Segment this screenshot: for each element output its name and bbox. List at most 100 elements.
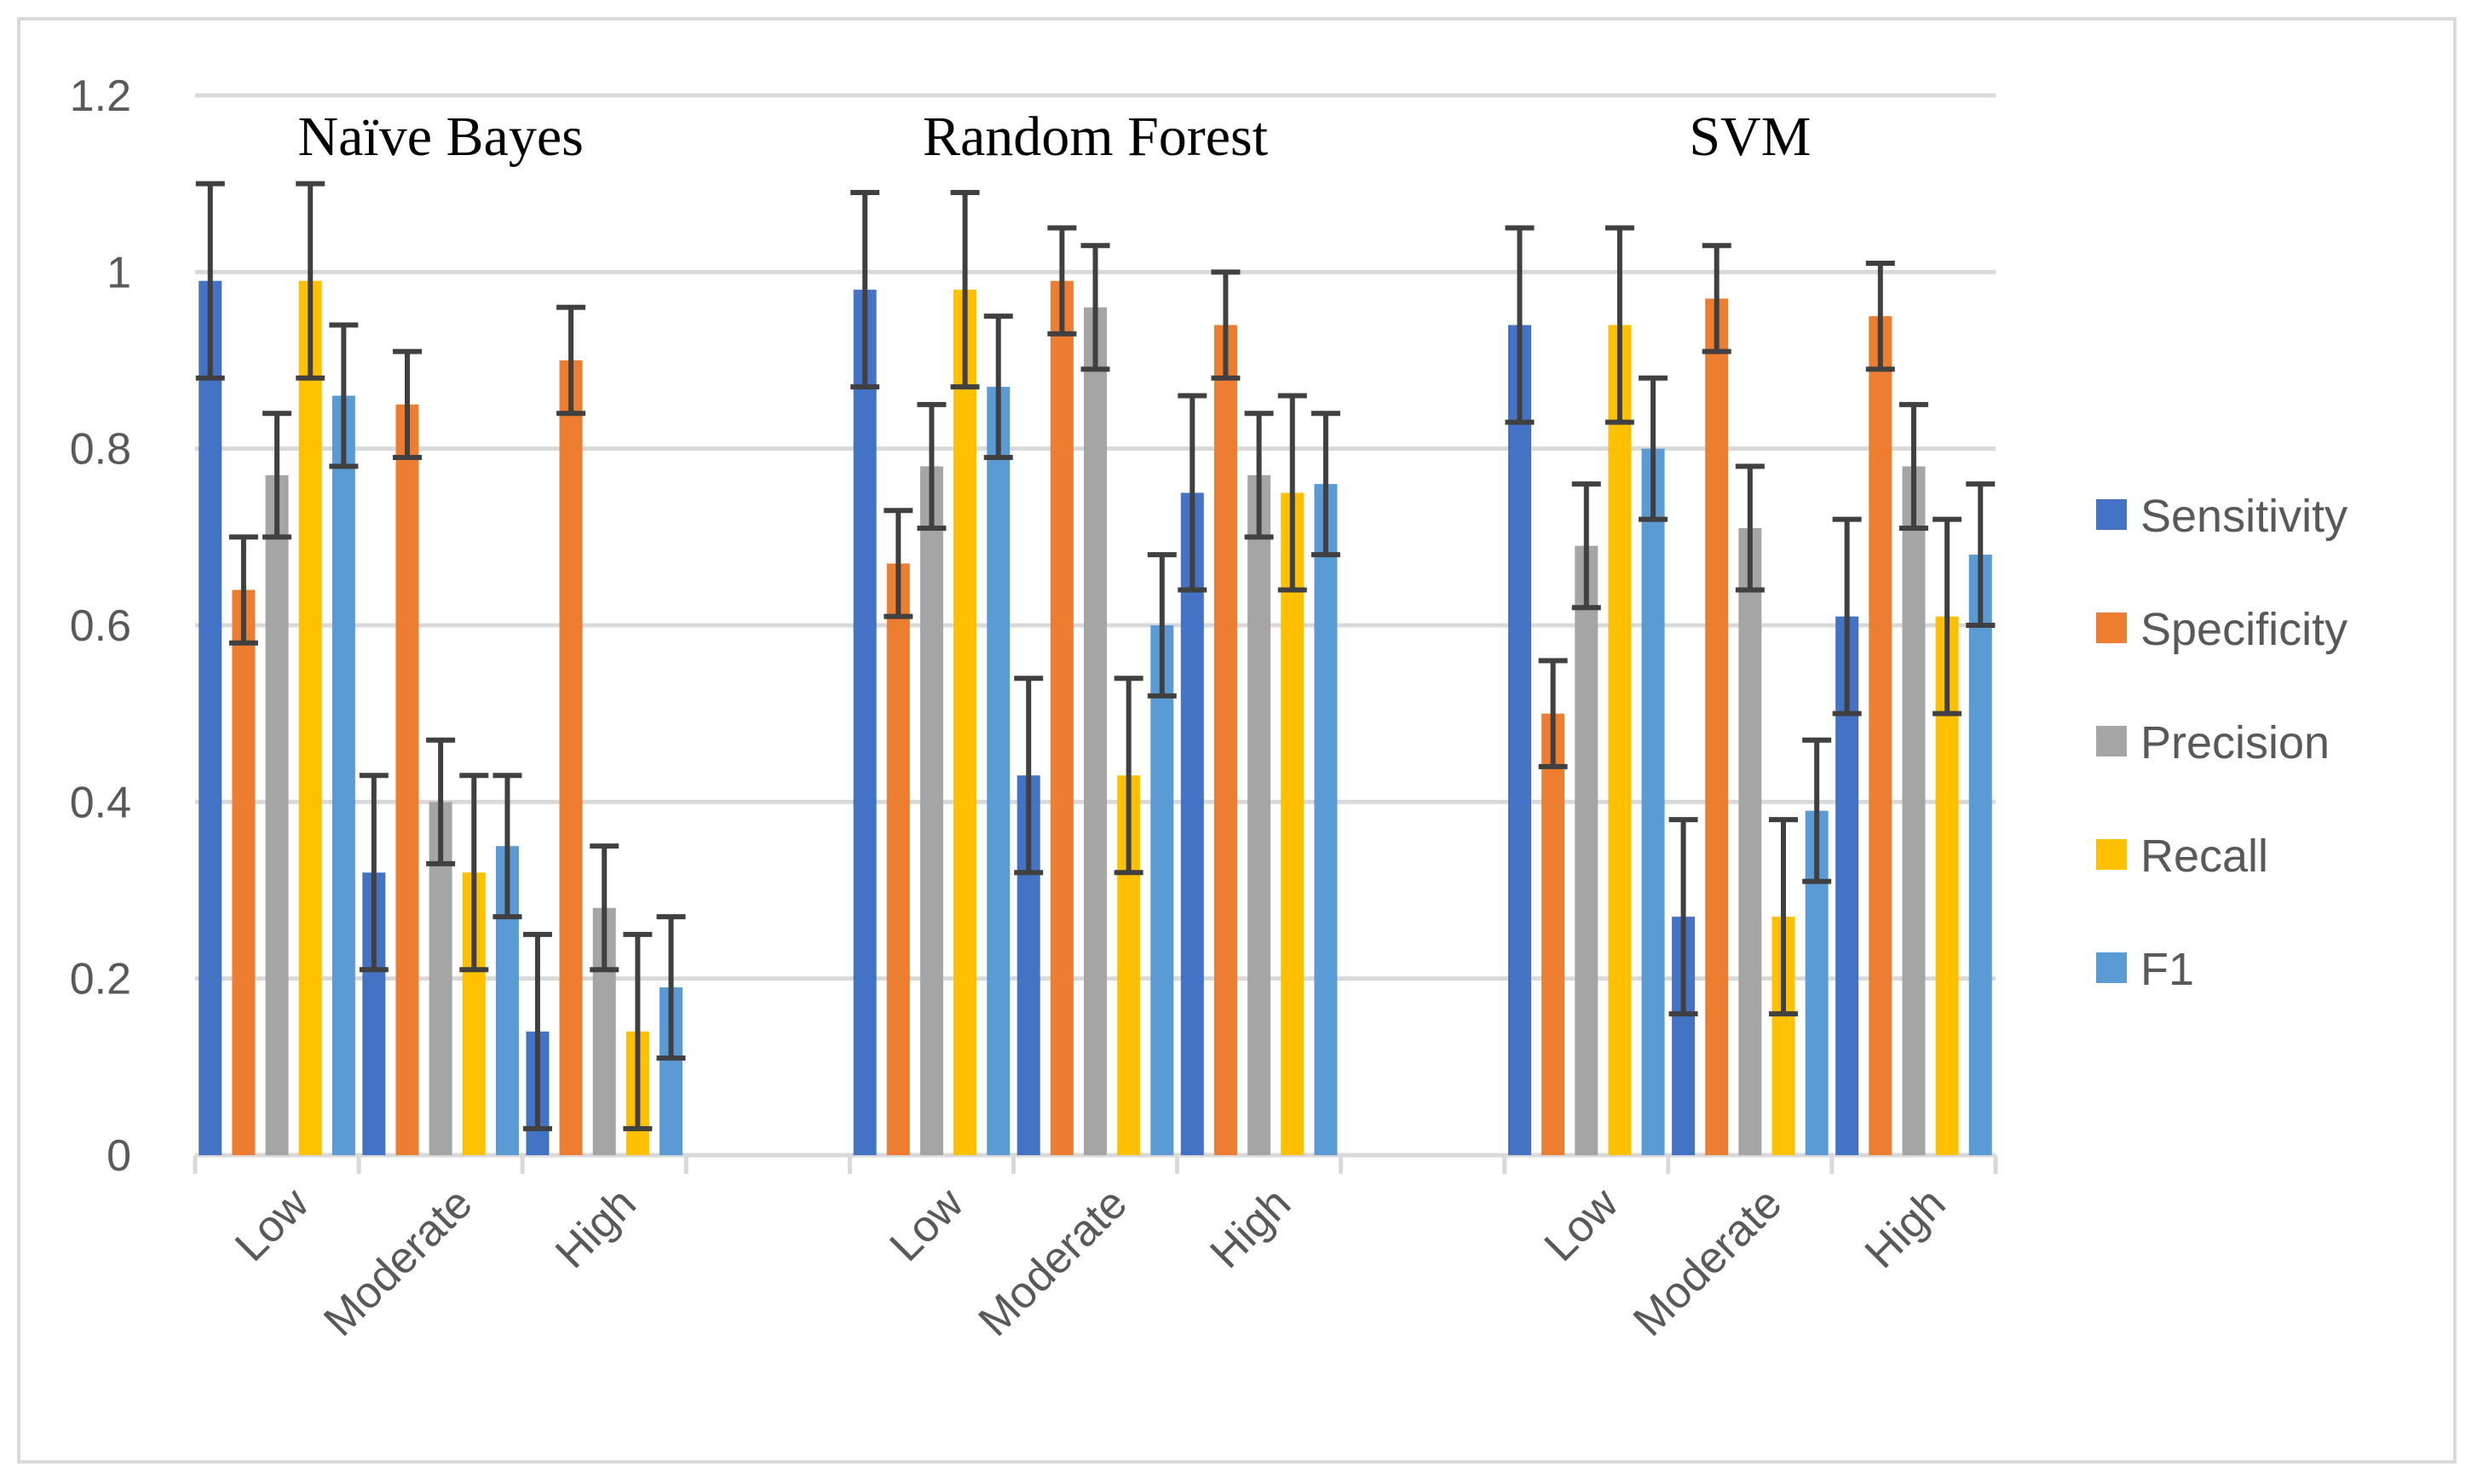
legend-label: Precision <box>2140 717 2330 768</box>
error-bar <box>1538 658 1568 769</box>
bar-f1 <box>1150 625 1174 1155</box>
bar-f1 <box>1314 484 1338 1155</box>
legend-label: Recall <box>2140 831 2268 882</box>
bar-f1 <box>1968 555 1992 1155</box>
bar-sensitivity <box>1180 492 1204 1155</box>
error-bar <box>1933 516 1962 716</box>
error-bar <box>1114 676 1143 876</box>
error-bar <box>656 914 686 1061</box>
x-category-label: High <box>1856 1178 1956 1278</box>
x-category-label: Moderate <box>314 1178 481 1345</box>
error-bar <box>1178 393 1207 593</box>
bar-specificity <box>886 563 910 1155</box>
error-bar <box>983 313 1013 461</box>
bar-specificity <box>1869 316 1892 1156</box>
axes <box>193 1153 1998 1174</box>
error-bar <box>1311 411 1340 558</box>
error-bar <box>917 401 947 531</box>
error-bar <box>884 508 913 619</box>
bar-specificity <box>232 590 256 1155</box>
y-tick-label: 0 <box>107 1131 131 1181</box>
bar-precision <box>265 475 289 1155</box>
legend-swatch <box>2096 499 2127 530</box>
error-bar <box>262 411 292 540</box>
error-bar <box>1147 552 1177 699</box>
error-bar <box>493 773 522 920</box>
bar-specificity <box>1705 298 1729 1155</box>
legend-swatch <box>2096 726 2127 756</box>
group-title: Naïve Bayes <box>297 106 583 168</box>
error-bar <box>228 534 258 646</box>
bar-f1 <box>987 387 1011 1156</box>
bar-specificity <box>1213 325 1237 1155</box>
y-tick-label: 0.2 <box>70 955 131 1004</box>
bar-sensitivity <box>853 290 877 1156</box>
bar-recall <box>1608 325 1632 1155</box>
error-bar <box>1571 481 1601 611</box>
error-bar <box>1865 260 1895 372</box>
error-bar <box>1639 375 1668 522</box>
bar-precision <box>1247 475 1271 1155</box>
error-bar <box>359 773 389 973</box>
x-category-label: High <box>1201 1178 1300 1278</box>
bar-sensitivity <box>199 280 222 1156</box>
bar-f1 <box>331 395 355 1155</box>
bar-precision <box>919 466 943 1155</box>
bar-precision <box>1738 527 1762 1155</box>
error-bar <box>1014 676 1044 876</box>
y-tick-label: 1 <box>107 248 131 297</box>
x-category-label: Moderate <box>1624 1178 1791 1345</box>
y-tick-label: 1.2 <box>70 72 131 121</box>
chart-frame: 0 0.2 0.4 0.6 0.8 1 1.2 Low Moderate High Low Moder… <box>17 17 2457 1464</box>
error-bar <box>426 737 456 866</box>
error-bar <box>1604 225 1634 425</box>
error-bar <box>1735 463 1765 593</box>
error-bar <box>522 931 552 1131</box>
x-category-label: Moderate <box>970 1178 1137 1345</box>
bar-recall <box>1281 492 1305 1155</box>
legend-swatch <box>2096 952 2127 983</box>
legend-swatch <box>2096 839 2127 870</box>
error-bar <box>1277 393 1307 593</box>
bar-precision <box>1902 466 1926 1155</box>
x-category-label: Low <box>226 1178 319 1271</box>
bar-specificity <box>559 360 583 1155</box>
error-bars <box>195 181 1996 1131</box>
error-bar <box>1244 411 1274 540</box>
y-tick-label: 0.4 <box>70 778 131 827</box>
legend-label: Specificity <box>2140 604 2347 655</box>
group-title: SVM <box>1689 106 1811 168</box>
bar-precision <box>1084 307 1107 1155</box>
bar-precision <box>1575 545 1599 1155</box>
error-bar <box>392 348 422 461</box>
error-bar <box>556 304 586 417</box>
error-bar <box>195 181 225 381</box>
error-bar <box>1832 516 1862 716</box>
error-bar <box>1505 225 1535 425</box>
error-bar <box>1668 817 1698 1017</box>
group-title: Random Forest <box>923 106 1268 168</box>
error-bar <box>1769 817 1799 1017</box>
error-bar <box>1966 481 1996 628</box>
error-bar <box>329 322 359 469</box>
error-bar <box>623 931 653 1131</box>
x-category-label: Low <box>880 1178 973 1271</box>
error-bar <box>1211 269 1241 381</box>
bar-specificity <box>395 404 419 1155</box>
bar-recall <box>298 280 322 1156</box>
legend-swatch <box>2096 613 2127 643</box>
error-bar <box>1080 243 1110 372</box>
y-tick-label: 0.8 <box>70 425 131 475</box>
error-bar <box>1898 401 1928 531</box>
legend-label: F1 <box>2140 944 2194 995</box>
bar-sensitivity <box>1507 325 1531 1155</box>
y-tick-label: 0.6 <box>70 601 131 651</box>
bar-specificity <box>1050 280 1074 1156</box>
x-category-label: High <box>546 1178 646 1278</box>
error-bar <box>1047 225 1077 336</box>
error-bar <box>950 190 980 390</box>
error-bar <box>1802 737 1832 884</box>
error-bar <box>850 190 880 390</box>
